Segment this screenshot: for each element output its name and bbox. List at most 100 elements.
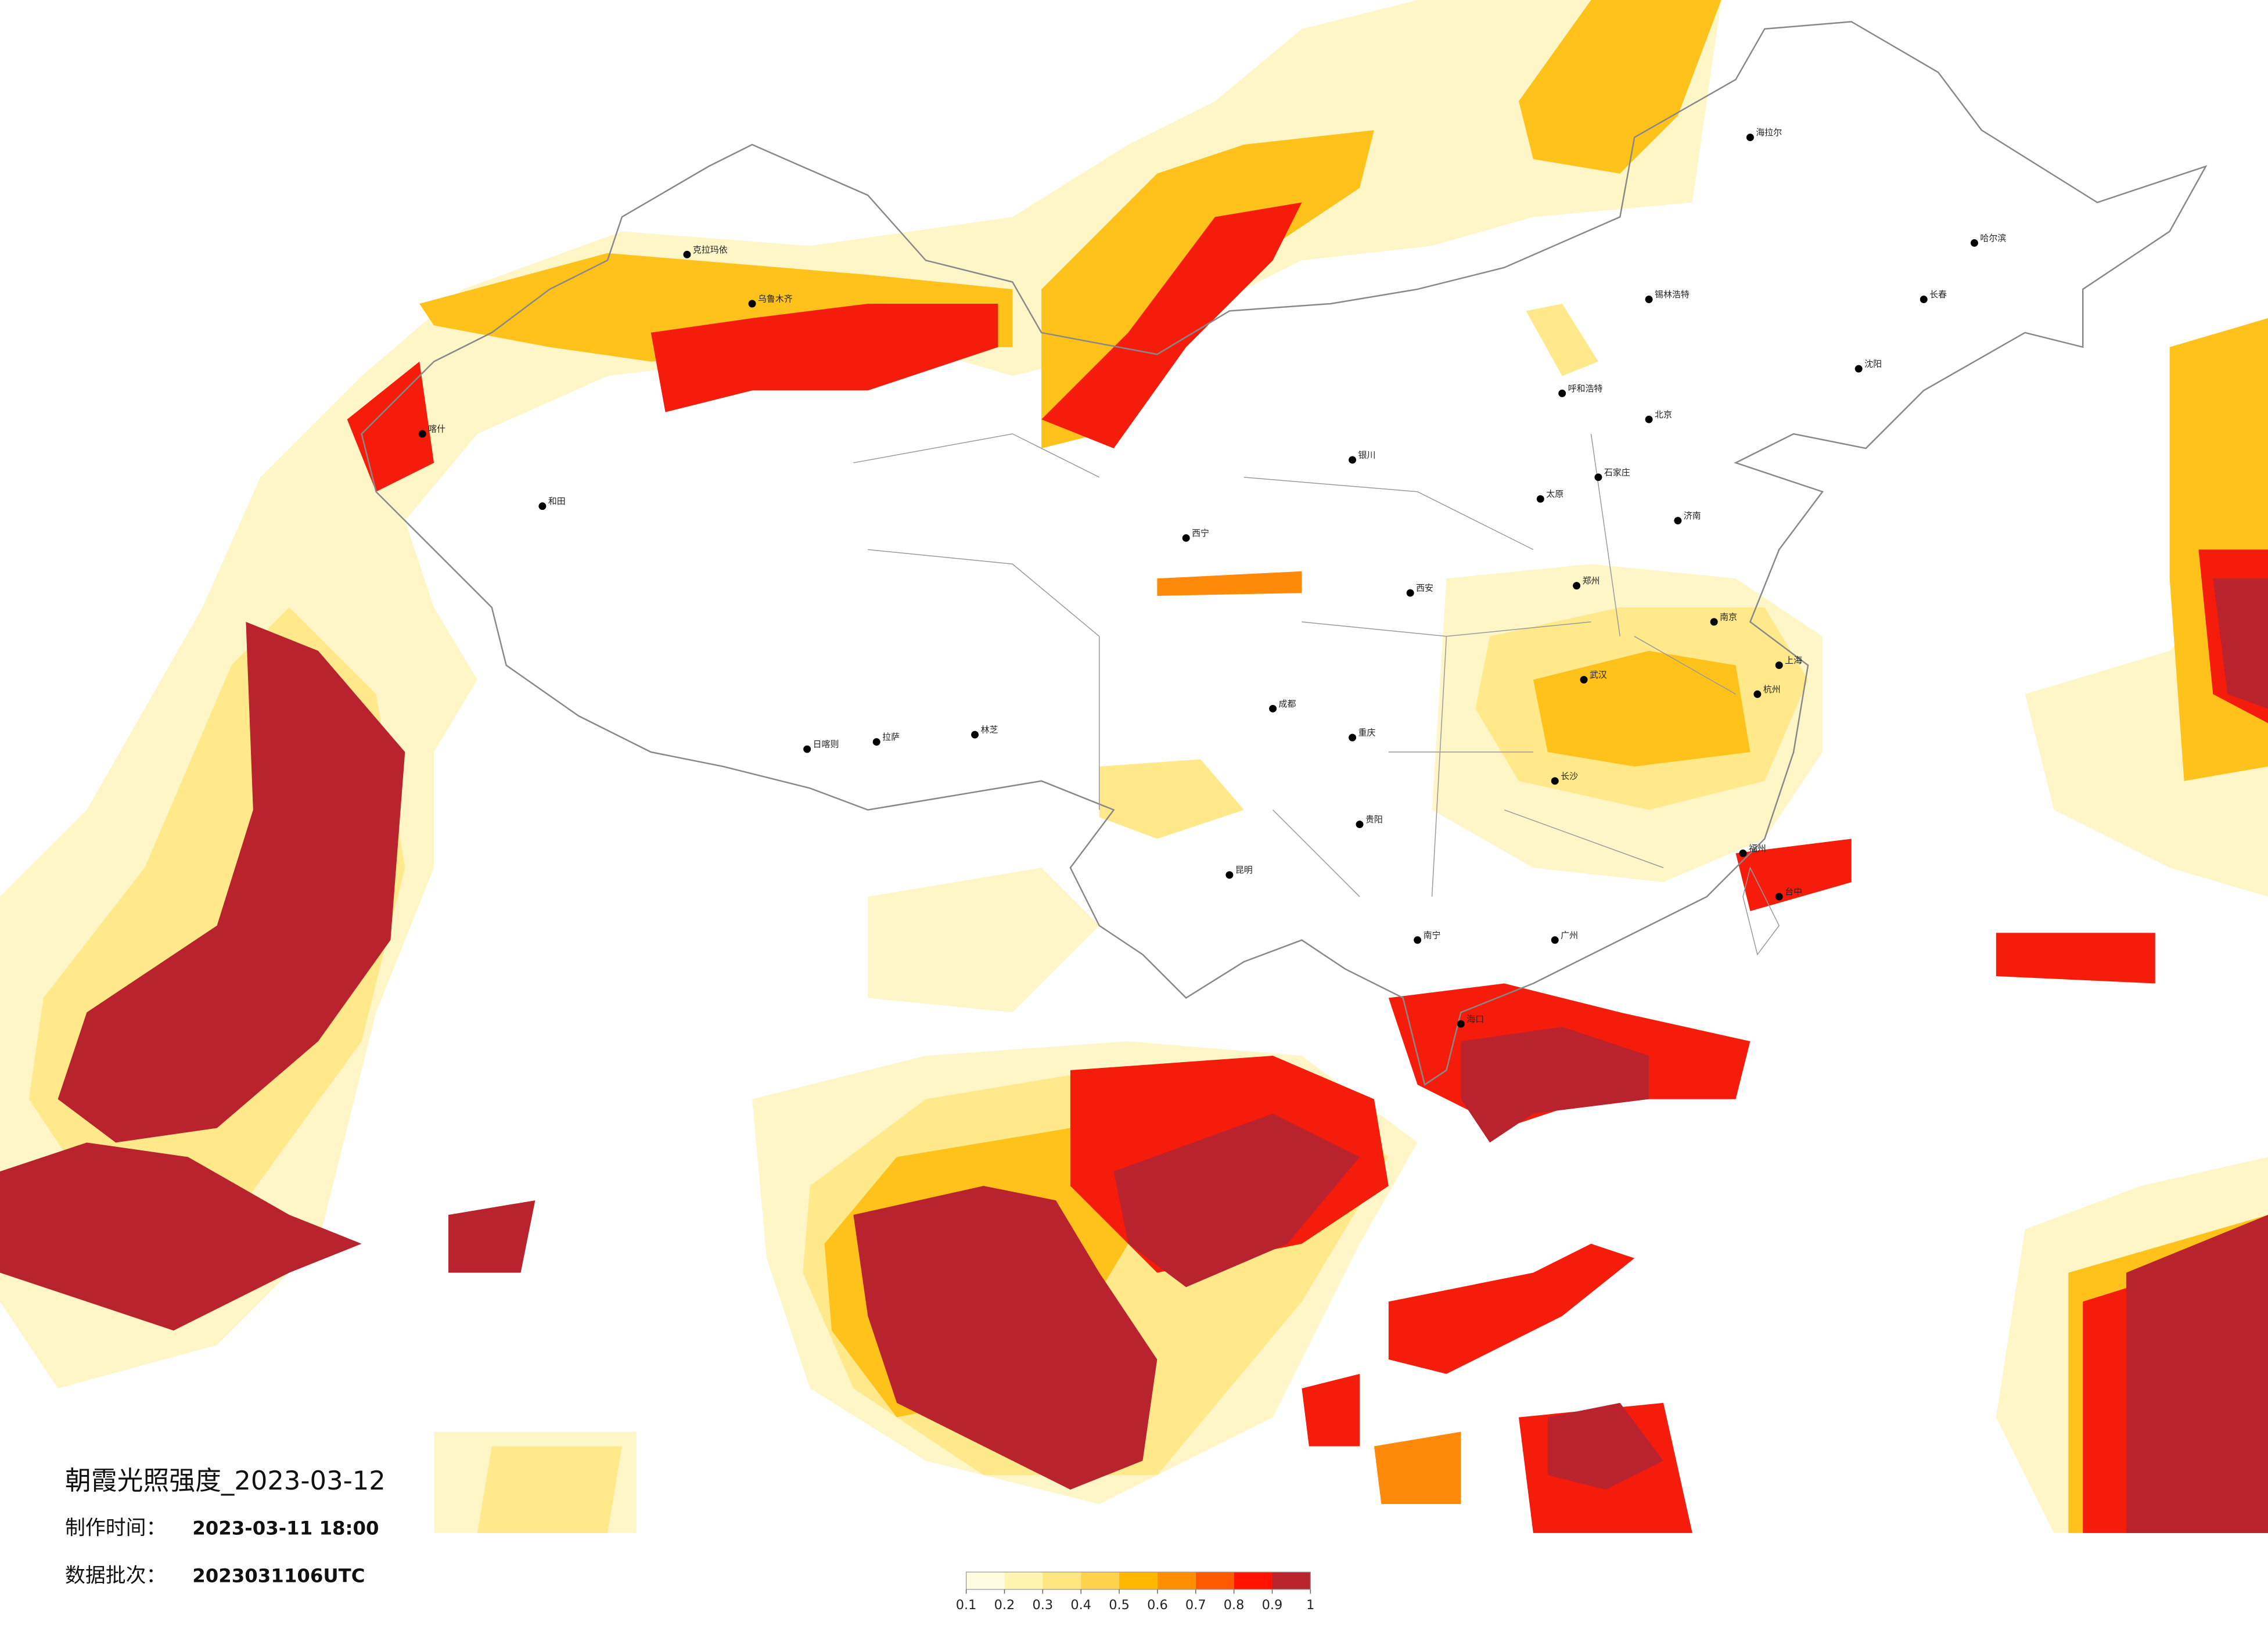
- city-dot: [1225, 871, 1234, 879]
- city-dot: [1414, 936, 1422, 944]
- city-label: 日喀则: [813, 739, 839, 750]
- city-label: 喀什: [428, 424, 445, 434]
- city-label: 和田: [548, 496, 566, 506]
- city-dot: [803, 745, 811, 753]
- city-dot: [1580, 676, 1588, 684]
- city-dot: [1746, 134, 1754, 142]
- city-dot: [1573, 582, 1581, 590]
- band: [347, 361, 434, 492]
- city-label: 上海: [1785, 655, 1802, 665]
- intensity-field: [0, 0, 2268, 1533]
- city-dot: [1551, 777, 1559, 785]
- city-label: 海拉尔: [1756, 127, 1782, 138]
- city-label: 北京: [1655, 409, 1672, 420]
- city-dot: [1854, 365, 1863, 373]
- legend-tick-label: 0.6: [1147, 1598, 1168, 1613]
- core: [448, 1200, 535, 1273]
- legend-tick-label: 0.4: [1070, 1598, 1091, 1613]
- city-label: 济南: [1684, 510, 1701, 521]
- legend-tick-label: 0.5: [1109, 1598, 1130, 1613]
- city-label: 呼和浩特: [1568, 383, 1603, 394]
- city-label: 锡林浩特: [1655, 289, 1690, 300]
- legend-swatch: [966, 1572, 1005, 1589]
- city-dot: [1775, 661, 1783, 670]
- city-dot: [1775, 893, 1783, 901]
- city-label: 海口: [1467, 1014, 1484, 1024]
- city-dot: [1920, 296, 1928, 303]
- core: [2126, 1214, 2268, 1533]
- batch-value: 2023031106UTC: [192, 1565, 365, 1587]
- city-label: 南宁: [1424, 930, 1441, 940]
- city-dot: [971, 731, 979, 739]
- city-label: 广州: [1561, 930, 1578, 940]
- country-outline: [361, 21, 2208, 1086]
- province-lines: [853, 433, 1780, 956]
- city-label: 台中: [1785, 887, 1802, 897]
- city-dot: [1349, 733, 1357, 742]
- city-dot: [1645, 415, 1653, 423]
- band: [1374, 1431, 1461, 1505]
- city-label: 长春: [1929, 289, 1947, 300]
- legend-swatch: [1272, 1572, 1311, 1589]
- legend-swatch: [1119, 1572, 1158, 1589]
- city-dot: [418, 430, 426, 438]
- city-dot: [872, 738, 880, 746]
- legend-tick-label: 0.9: [1262, 1598, 1283, 1613]
- city-label: 银川: [1358, 449, 1376, 460]
- core: [57, 621, 405, 1143]
- city-label: 克拉玛依: [693, 244, 728, 255]
- legend-swatch: [1081, 1572, 1120, 1589]
- city-label: 石家庄: [1604, 467, 1630, 477]
- legend-tick-label: 0.1: [956, 1598, 977, 1613]
- band: [1041, 202, 1302, 449]
- band: [1388, 1243, 1635, 1374]
- core: [2213, 578, 2268, 709]
- legend-swatch: [1234, 1572, 1273, 1589]
- band: [1518, 0, 1721, 174]
- city-dot: [1558, 389, 1566, 397]
- halo: [868, 868, 1099, 1013]
- band: [1996, 933, 2155, 984]
- city-label: 重庆: [1358, 728, 1376, 738]
- city-label: 长沙: [1561, 771, 1578, 781]
- band: [1099, 759, 1244, 839]
- core: [853, 1186, 1158, 1490]
- city-dot: [683, 250, 691, 258]
- made-label: 制作时间：: [65, 1516, 166, 1539]
- city-label: 武汉: [1590, 670, 1607, 680]
- city-label: 成都: [1279, 699, 1296, 709]
- legend-swatch: [1157, 1572, 1196, 1589]
- city-label: 郑州: [1583, 575, 1600, 586]
- halo: [0, 0, 1721, 1388]
- city-dot: [1739, 849, 1747, 857]
- map-title: 朝霞光照强度_2023-03-12: [65, 1465, 386, 1496]
- city-dot: [1182, 534, 1190, 542]
- city-label: 福州: [1749, 843, 1766, 854]
- legend-tick-label: 0.3: [1033, 1598, 1054, 1613]
- band: [650, 303, 998, 412]
- city-dot: [748, 300, 756, 308]
- city-label: 太原: [1546, 489, 1563, 499]
- band: [1735, 839, 1852, 911]
- city-label: 杭州: [1763, 684, 1781, 695]
- city-dot: [1594, 473, 1602, 481]
- legend-tick-label: 1: [1306, 1598, 1314, 1613]
- city-dot: [1457, 1020, 1465, 1028]
- city-label: 西安: [1416, 583, 1433, 593]
- city-label: 贵阳: [1365, 814, 1383, 825]
- city-dot: [1551, 936, 1559, 944]
- band: [477, 1446, 622, 1533]
- legend-swatch: [1195, 1572, 1234, 1589]
- city-dot: [1349, 456, 1357, 464]
- city-label: 林芝: [981, 725, 998, 735]
- legend-swatch: [1004, 1572, 1043, 1589]
- city-dot: [538, 502, 547, 510]
- legend-swatch: [1043, 1572, 1081, 1589]
- city-dot: [1356, 821, 1364, 829]
- core: [1113, 1113, 1360, 1287]
- band: [1157, 571, 1302, 596]
- core: [1547, 1402, 1663, 1490]
